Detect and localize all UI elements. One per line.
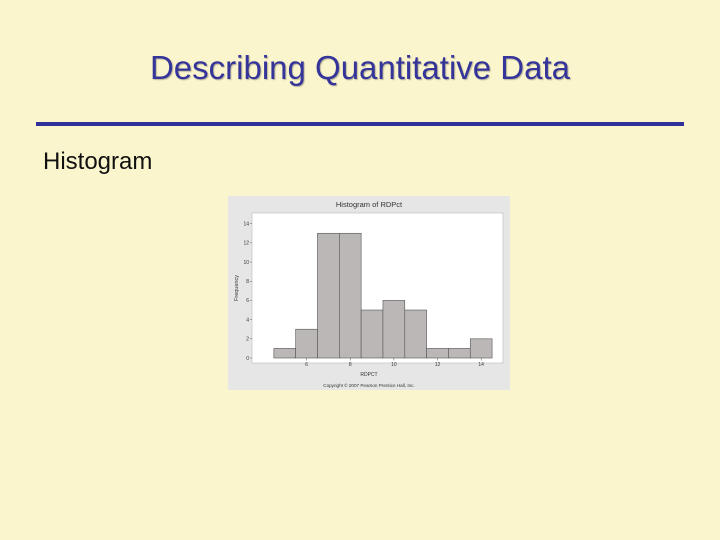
x-tick-label: 8 <box>349 362 352 368</box>
title-divider <box>36 122 684 126</box>
histogram-bar <box>469 338 493 359</box>
y-tick-label: 4 <box>246 317 249 323</box>
x-tick-label: 14 <box>478 362 484 368</box>
slide-title: Describing Quantitative Data <box>149 49 571 86</box>
histogram-bar <box>404 309 427 359</box>
histogram-bar <box>295 328 318 359</box>
histogram-bar <box>448 348 471 359</box>
x-tick-label: 12 <box>435 362 441 368</box>
y-tick-label: 12 <box>243 241 249 247</box>
x-tick-label: 6 <box>305 362 308 368</box>
histogram-bars <box>273 232 493 359</box>
histogram-figure: Histogram of RDPct 0 2 4 6 8 10 12 14 6 8 10 12 14 … <box>228 196 510 390</box>
y-tick-label: 6 <box>246 298 249 304</box>
histogram-bar <box>360 309 384 359</box>
histogram-bar <box>382 300 406 359</box>
histogram-bar <box>317 232 340 359</box>
y-axis: 0 2 4 6 8 10 12 14 <box>243 221 252 362</box>
x-tick-label: 10 <box>391 362 397 368</box>
chart-title: Histogram of RDPct <box>336 200 403 209</box>
y-tick-label: 10 <box>243 260 249 266</box>
y-axis-label: Frequency <box>234 275 240 301</box>
y-tick-label: 8 <box>246 279 249 285</box>
histogram-bar <box>426 348 449 359</box>
copyright-text: Copyright © 2007 Pearson Prentice Hall, … <box>323 382 414 388</box>
bullet-text: Histogram <box>43 148 153 175</box>
x-axis-label: RDPCT <box>360 372 377 378</box>
histogram-bar <box>339 232 362 359</box>
y-tick-label: 2 <box>246 337 249 343</box>
y-tick-label: 14 <box>243 221 249 227</box>
histogram-bar <box>273 348 296 359</box>
y-tick-label: 0 <box>246 356 249 362</box>
x-axis: 6 8 10 12 14 <box>305 358 484 368</box>
